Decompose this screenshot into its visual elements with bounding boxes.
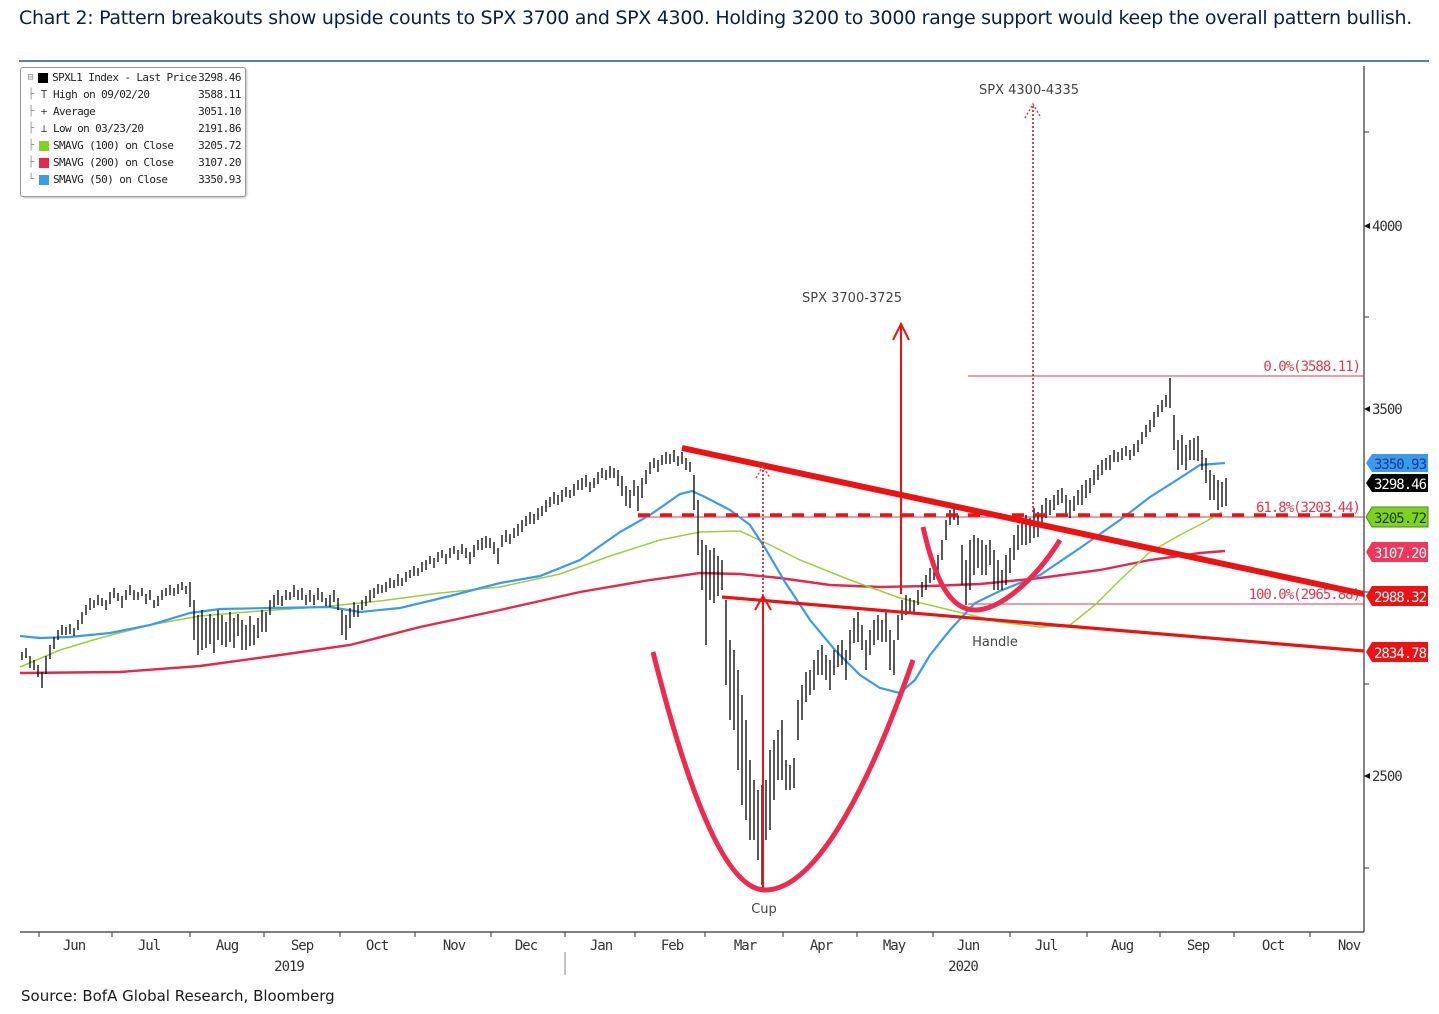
x-tick-sep-2020: Sep: [1187, 938, 1210, 954]
price-tag-sma100: 3205.72: [1365, 506, 1429, 528]
sma-200-line: [19, 549, 1226, 675]
trendlines: [638, 445, 1365, 653]
x-tick-nov-2019: Nov: [443, 938, 466, 954]
x-year-2020: 2020: [948, 959, 978, 975]
tree-collapse-icon[interactable]: ⊟: [27, 72, 34, 83]
plot-frame: [20, 66, 1365, 933]
x-tick-aug-2020: Aug: [1111, 938, 1134, 954]
low-marker-icon: ⊥: [40, 122, 48, 135]
legend-item-low: ├ ⊥ Low on 03/23/20 2191.86: [27, 122, 242, 135]
legend-item-last-price: ⊟ SPXL1 Index - Last Price 3298.46: [25, 69, 242, 86]
x-tick-jan-2020: Jan: [590, 938, 613, 954]
fib-0-label: 0.0%(3588.11): [1263, 359, 1360, 375]
x-tick-oct-2020: Oct: [1262, 938, 1285, 954]
chart-legend: ⊟ SPXL1 Index - Last Price 3298.46 ├ T H…: [20, 67, 246, 197]
green-square-icon: [39, 140, 49, 151]
high-marker-icon: T: [40, 88, 48, 101]
handle-label: Handle: [972, 635, 1018, 650]
svg-text:3298.46: 3298.46: [1374, 477, 1427, 493]
x-year-2019: 2019: [274, 959, 304, 975]
legend-item-sma50: └ SMAVG (50) on Close 3350.93: [27, 173, 242, 186]
cup-label: Cup: [751, 902, 777, 917]
chart-title: Chart 2: Pattern breakouts show upside c…: [19, 7, 1413, 29]
average-marker-icon: +: [40, 105, 48, 118]
x-tick-sep-2019: Sep: [291, 938, 314, 954]
price-tag-sma200: 3107.20: [1366, 542, 1428, 562]
x-axis-labels: Jun Jul Aug Sep Oct Nov Dec Jan Feb Mar …: [63, 938, 1362, 975]
target-4300-label: SPX 4300-4335: [979, 83, 1079, 98]
sma-100-line: [19, 511, 1223, 668]
handle-curve: Handle: [920, 526, 1063, 650]
x-tick-apr-2020: Apr: [810, 938, 833, 954]
y-tick-4000: 4000: [1372, 219, 1402, 235]
target-3700-label: SPX 3700-3725: [802, 291, 902, 306]
x-tick-jun-2020: Jun: [957, 938, 980, 954]
x-tick-jul-2019: Jul: [138, 938, 161, 954]
target-arrow-4300: SPX 4300-4335: [979, 83, 1079, 512]
svg-text:2834.78: 2834.78: [1374, 646, 1427, 662]
x-tick-feb-2020: Feb: [661, 938, 684, 954]
sma-50-line: [19, 461, 1226, 695]
x-tick-jun-2019: Jun: [63, 938, 86, 954]
price-tag-last-price: 3298.46: [1366, 474, 1428, 493]
price-tag-sma50: 3350.93: [1366, 454, 1428, 473]
legend-item-sma200: ├ SMAVG (200) on Close 3107.20: [27, 156, 242, 169]
svg-text:3205.72: 3205.72: [1374, 511, 1427, 527]
black-square-icon: [38, 72, 49, 83]
price-tags: 3350.93 3298.46 3205.72 3107.20 2988.32 …: [1365, 454, 1429, 662]
price-bars: [21, 378, 1227, 885]
x-tick-mar-2020: Mar: [734, 938, 757, 954]
x-tick-may-2020: May: [883, 938, 906, 954]
fib-618-label: 61.8%(3203.44): [1256, 500, 1360, 516]
x-axis: [38, 932, 1311, 975]
legend-item-sma100: ├ SMAVG (100) on Close 3205.72: [27, 139, 242, 152]
svg-text:3350.93: 3350.93: [1374, 457, 1427, 473]
price-tag-upper-trendline: 2988.32: [1366, 586, 1428, 606]
cup-curve: Cup: [650, 651, 916, 917]
target-arrow-3700: SPX 3700-3725: [754, 291, 910, 888]
title-divider: [19, 60, 1429, 62]
x-tick-aug-2019: Aug: [216, 938, 239, 954]
fibonacci-levels: 0.0%(3588.11) 61.8%(3203.44) 100.0%(2965…: [638, 359, 1364, 605]
x-tick-nov-2020: Nov: [1338, 938, 1361, 954]
y-tick-3500: 3500: [1372, 402, 1402, 418]
x-tick-jul-2020: Jul: [1035, 938, 1058, 954]
svg-text:3107.20: 3107.20: [1374, 546, 1427, 562]
legend-item-average: ├ + Average 3051.10: [27, 105, 242, 118]
y-tick-2500: 2500: [1372, 769, 1402, 785]
x-tick-oct-2019: Oct: [366, 938, 389, 954]
price-tag-lower-trendline: 2834.78: [1366, 642, 1428, 662]
fib-100-label: 100.0%(2965.88): [1249, 587, 1360, 603]
blue-square-icon: [39, 174, 49, 185]
y-axis: 4000 3500 2500: [1364, 131, 1403, 869]
source-note: Source: BofA Global Research, Bloomberg: [21, 987, 335, 1005]
x-tick-dec-2019: Dec: [515, 938, 538, 954]
svg-text:2988.32: 2988.32: [1374, 590, 1427, 606]
red-square-icon: [39, 157, 49, 168]
legend-item-high: ├ T High on 09/02/20 3588.11: [27, 88, 242, 101]
